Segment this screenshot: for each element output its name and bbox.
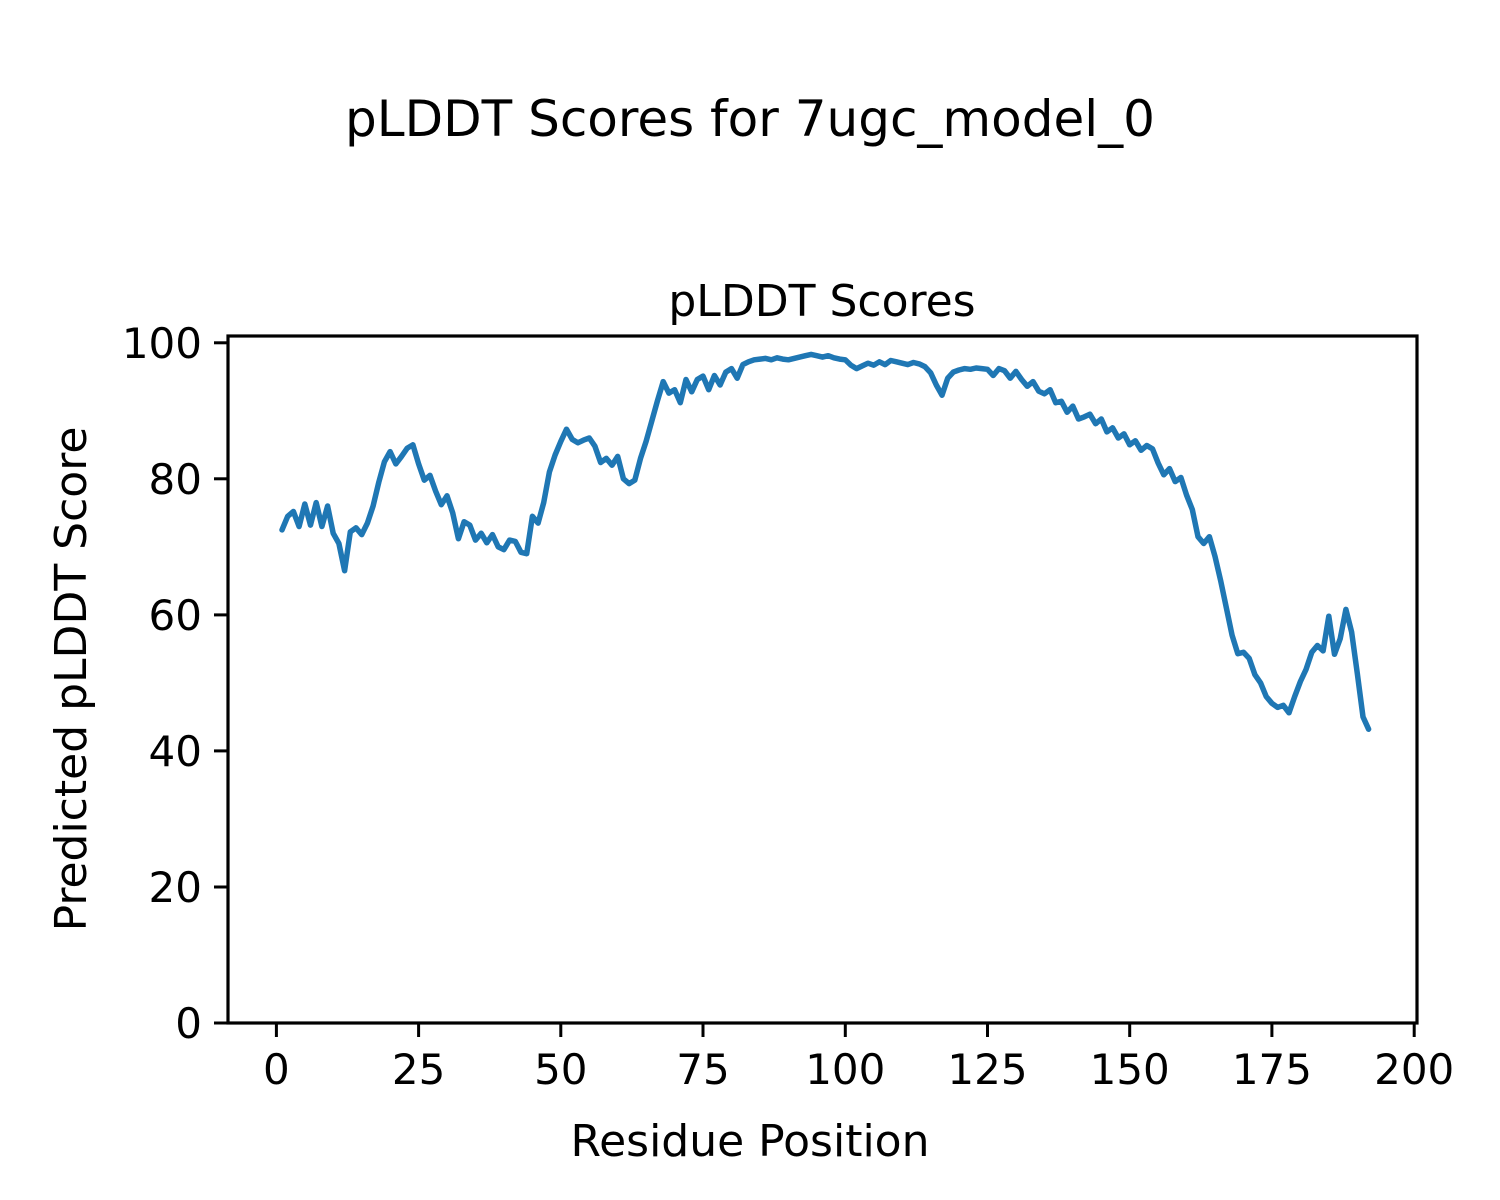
plot-area-border — [226, 334, 1419, 1025]
y-tick-label: 100 — [122, 319, 202, 368]
x-tick-label: 150 — [1090, 1045, 1170, 1094]
x-tick-label: 0 — [263, 1045, 290, 1094]
x-axis-ticks: 0 25 50 75 100 125 150 175 200 — [263, 1023, 1454, 1094]
x-tick-label: 25 — [392, 1045, 445, 1094]
x-tick-label: 200 — [1374, 1045, 1454, 1094]
chart-title: pLDDT Scores — [668, 276, 975, 327]
x-tick-label: 175 — [1232, 1045, 1312, 1094]
y-tick-label: 40 — [149, 727, 202, 776]
y-tick-label: 80 — [149, 455, 202, 504]
pldtt-line — [279, 351, 1372, 732]
y-axis-ticks: 0 20 40 60 80 100 — [122, 319, 228, 1048]
x-tick-label: 125 — [947, 1045, 1027, 1094]
figure-title: pLDDT Scores for 7ugc_model_0 — [345, 90, 1155, 148]
x-axis-label: Residue Position — [570, 1116, 929, 1167]
x-tick-label: 100 — [805, 1045, 885, 1094]
y-axis-label: Predicted pLDDT Score — [46, 427, 97, 932]
y-tick-label: 60 — [149, 591, 202, 640]
x-tick-label: 75 — [676, 1045, 729, 1094]
y-tick-label: 0 — [175, 999, 202, 1048]
y-tick-label: 20 — [149, 863, 202, 912]
x-tick-label: 50 — [534, 1045, 587, 1094]
